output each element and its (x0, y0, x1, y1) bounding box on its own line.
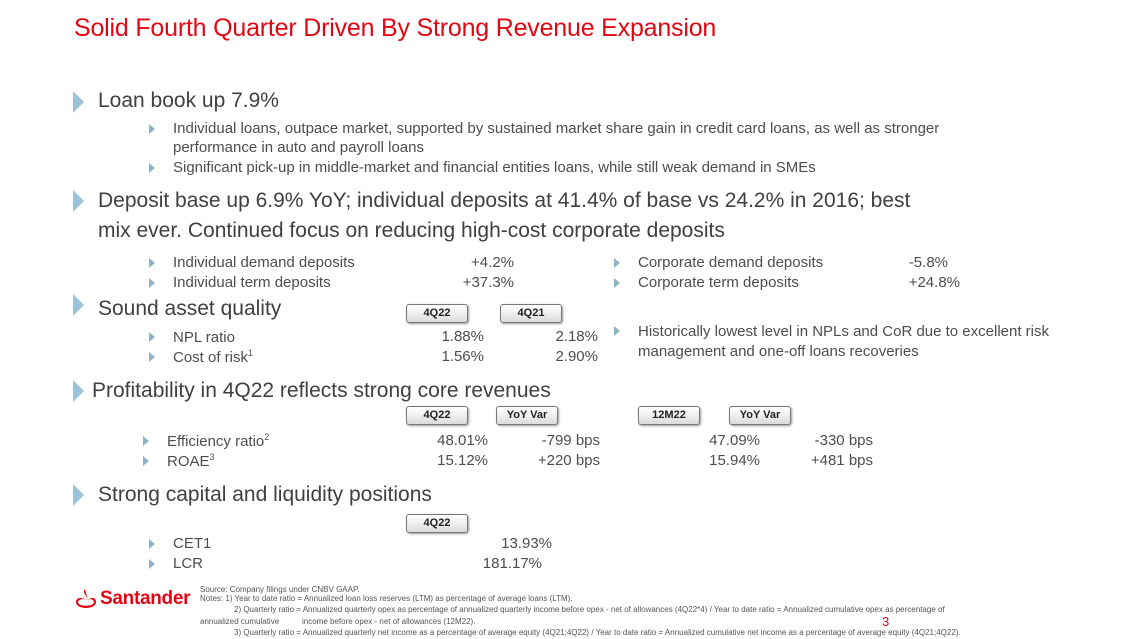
footnote-2-line-1: 2) Quarterly ratio = Annualized quarterl… (234, 605, 945, 614)
asset-row-value-4q22: 1.88% (441, 328, 484, 345)
footnote-3: 3) Quarterly ratio = Annualized quarterl… (234, 628, 961, 637)
capital-row-value: 13.93% (501, 535, 552, 552)
profit-row-value-4q22: 48.01% (437, 432, 488, 449)
santander-flame-icon (74, 587, 98, 611)
profit-row-value-12m22: 47.09% (709, 432, 760, 449)
column-header-yoy-var: YoY Var (496, 406, 558, 425)
sub-bullet-icon (149, 163, 155, 173)
sub-bullet-icon (143, 456, 149, 466)
asset-note-line-2: management and one-off loans recoveries (638, 343, 919, 360)
sub-bullet-icon (614, 326, 620, 336)
sub-bullet-icon (149, 352, 155, 362)
asset-row-label: NPL ratio (173, 329, 235, 346)
column-header-4q22: 4Q22 (406, 304, 468, 323)
page-title: Solid Fourth Quarter Driven By Strong Re… (74, 14, 717, 42)
deposit-row-label-2: Corporate term deposits (638, 274, 799, 291)
profit-row-label: ROAE3 (167, 452, 215, 470)
section-bullet-icon (73, 91, 84, 113)
deposit-row-value-2: -5.8% (908, 254, 948, 271)
deposit-heading-line-1: Deposit base up 6.9% YoY; individual dep… (98, 189, 911, 212)
sub-bullet-icon (149, 332, 155, 342)
sub-bullet-icon (614, 258, 620, 268)
asset-row-value-4q21: 2.18% (555, 328, 598, 345)
sub-bullet-icon (149, 278, 155, 288)
deposit-row-value-2: +24.8% (908, 274, 960, 291)
sub-bullet-icon (143, 436, 149, 446)
asset-row-value-4q21: 2.90% (555, 348, 598, 365)
profit-row-value-yoy: -799 bps (541, 432, 600, 449)
capital-row-label: CET1 (173, 535, 212, 552)
section-bullet-icon (73, 380, 84, 402)
column-header-12m22: 12M22 (638, 406, 700, 425)
page-number: 3 (882, 614, 890, 629)
column-header-4q22: 4Q22 (406, 514, 468, 533)
footnote-1: Notes: 1) Year to date ratio = Annualize… (200, 594, 573, 603)
asset-heading: Sound asset quality (98, 297, 282, 320)
asset-note-line-1: Historically lowest level in NPLs and Co… (638, 323, 1050, 340)
footnote-2-line-2a: annualized cumulative (200, 617, 280, 626)
asset-row-label: Cost of risk1 (173, 348, 254, 366)
santander-logo-text: Santander (100, 588, 191, 609)
deposit-row-value: +37.3% (462, 274, 514, 291)
sub-bullet-icon (149, 539, 155, 549)
sub-bullet-icon (149, 559, 155, 569)
deposit-row-label: Individual term deposits (173, 274, 331, 291)
loan-bullet-1-line-2: performance in auto and payroll loans (173, 139, 424, 156)
asset-row-value-4q22: 1.56% (441, 348, 484, 365)
footnote-source: Source: Company filings under CNBV GAAP. (200, 585, 360, 594)
profit-row-value-12m22: 15.94% (709, 452, 760, 469)
sub-bullet-icon (614, 278, 620, 288)
deposit-row-label-2: Corporate demand deposits (638, 254, 824, 271)
profit-row-value-yoy-12m: -330 bps (814, 432, 873, 449)
section-bullet-icon (73, 294, 84, 316)
profit-row-label: Efficiency ratio2 (167, 432, 270, 450)
profit-row-value-yoy: +220 bps (537, 452, 600, 469)
capital-row-value: 181.17% (482, 555, 542, 572)
profit-row-value-4q22: 15.12% (437, 452, 488, 469)
loan-bullet-1-line-1: Individual loans, outpace market, suppor… (173, 120, 940, 137)
loan-heading: Loan book up 7.9% (98, 89, 279, 112)
capital-row-label: LCR (173, 555, 204, 572)
capital-heading: Strong capital and liquidity positions (98, 483, 432, 506)
section-bullet-icon (73, 484, 84, 506)
sub-bullet-icon (149, 124, 155, 134)
deposit-row-value: +4.2% (471, 254, 514, 271)
column-header-yoy-var: YoY Var (729, 406, 791, 425)
profit-row-value-yoy-12m: +481 bps (810, 452, 873, 469)
deposit-row-label: Individual demand deposits (173, 254, 355, 271)
footnote-2-line-2b: income before opex - net of allowances (… (302, 617, 476, 626)
column-header-4q22: 4Q22 (406, 406, 468, 425)
column-header-4q21: 4Q21 (500, 304, 562, 323)
profit-heading: Profitability in 4Q22 reflects strong co… (92, 379, 551, 402)
deposit-heading-line-2: mix ever. Continued focus on reducing hi… (98, 219, 725, 242)
sub-bullet-icon (149, 258, 155, 268)
loan-bullet-2: Significant pick-up in middle-market and… (173, 159, 816, 176)
section-bullet-icon (73, 190, 84, 212)
